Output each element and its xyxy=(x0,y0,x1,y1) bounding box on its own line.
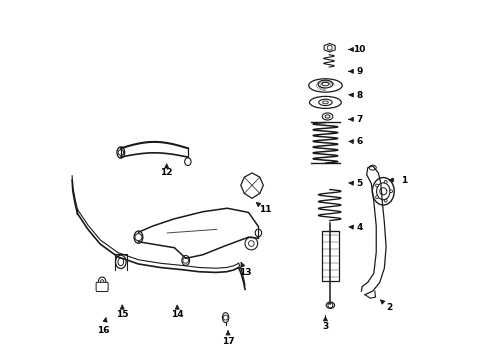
Circle shape xyxy=(390,190,392,193)
Circle shape xyxy=(376,184,378,187)
Text: 14: 14 xyxy=(171,310,184,319)
Circle shape xyxy=(248,241,254,246)
Text: 6: 6 xyxy=(357,138,363,147)
Text: 8: 8 xyxy=(357,91,363,100)
FancyBboxPatch shape xyxy=(96,282,108,292)
Text: 9: 9 xyxy=(356,67,363,76)
Ellipse shape xyxy=(318,99,332,105)
Ellipse shape xyxy=(372,177,394,205)
Circle shape xyxy=(118,150,123,155)
Circle shape xyxy=(245,237,258,250)
Ellipse shape xyxy=(116,255,126,269)
Ellipse shape xyxy=(134,231,143,243)
Ellipse shape xyxy=(98,277,106,288)
Ellipse shape xyxy=(377,183,390,200)
Ellipse shape xyxy=(118,258,123,266)
FancyBboxPatch shape xyxy=(322,231,339,280)
Ellipse shape xyxy=(255,229,262,237)
Ellipse shape xyxy=(309,79,342,92)
Ellipse shape xyxy=(326,302,335,309)
Circle shape xyxy=(380,188,387,195)
Ellipse shape xyxy=(322,82,329,86)
Circle shape xyxy=(135,234,142,241)
Text: 2: 2 xyxy=(386,303,392,312)
Ellipse shape xyxy=(117,147,124,158)
Ellipse shape xyxy=(100,280,104,285)
Text: 5: 5 xyxy=(357,179,363,188)
Ellipse shape xyxy=(310,96,342,108)
Text: 13: 13 xyxy=(240,268,252,277)
Circle shape xyxy=(376,196,378,198)
Ellipse shape xyxy=(222,312,229,323)
Ellipse shape xyxy=(369,165,376,170)
Ellipse shape xyxy=(318,80,333,88)
Text: 16: 16 xyxy=(97,327,109,336)
Text: 7: 7 xyxy=(356,115,363,124)
Circle shape xyxy=(384,180,387,183)
Text: 12: 12 xyxy=(160,168,173,177)
Text: 10: 10 xyxy=(353,45,366,54)
Ellipse shape xyxy=(322,101,328,104)
Ellipse shape xyxy=(325,115,330,118)
Text: 11: 11 xyxy=(259,206,272,215)
Circle shape xyxy=(183,258,189,263)
Text: 3: 3 xyxy=(322,322,329,331)
Circle shape xyxy=(328,303,333,308)
Circle shape xyxy=(223,315,228,320)
Ellipse shape xyxy=(185,158,191,166)
Text: 4: 4 xyxy=(356,223,363,232)
Circle shape xyxy=(384,199,387,202)
Text: 1: 1 xyxy=(401,176,408,185)
Ellipse shape xyxy=(182,256,190,265)
Ellipse shape xyxy=(322,113,333,120)
Text: 17: 17 xyxy=(222,337,234,346)
Text: 15: 15 xyxy=(116,310,128,319)
